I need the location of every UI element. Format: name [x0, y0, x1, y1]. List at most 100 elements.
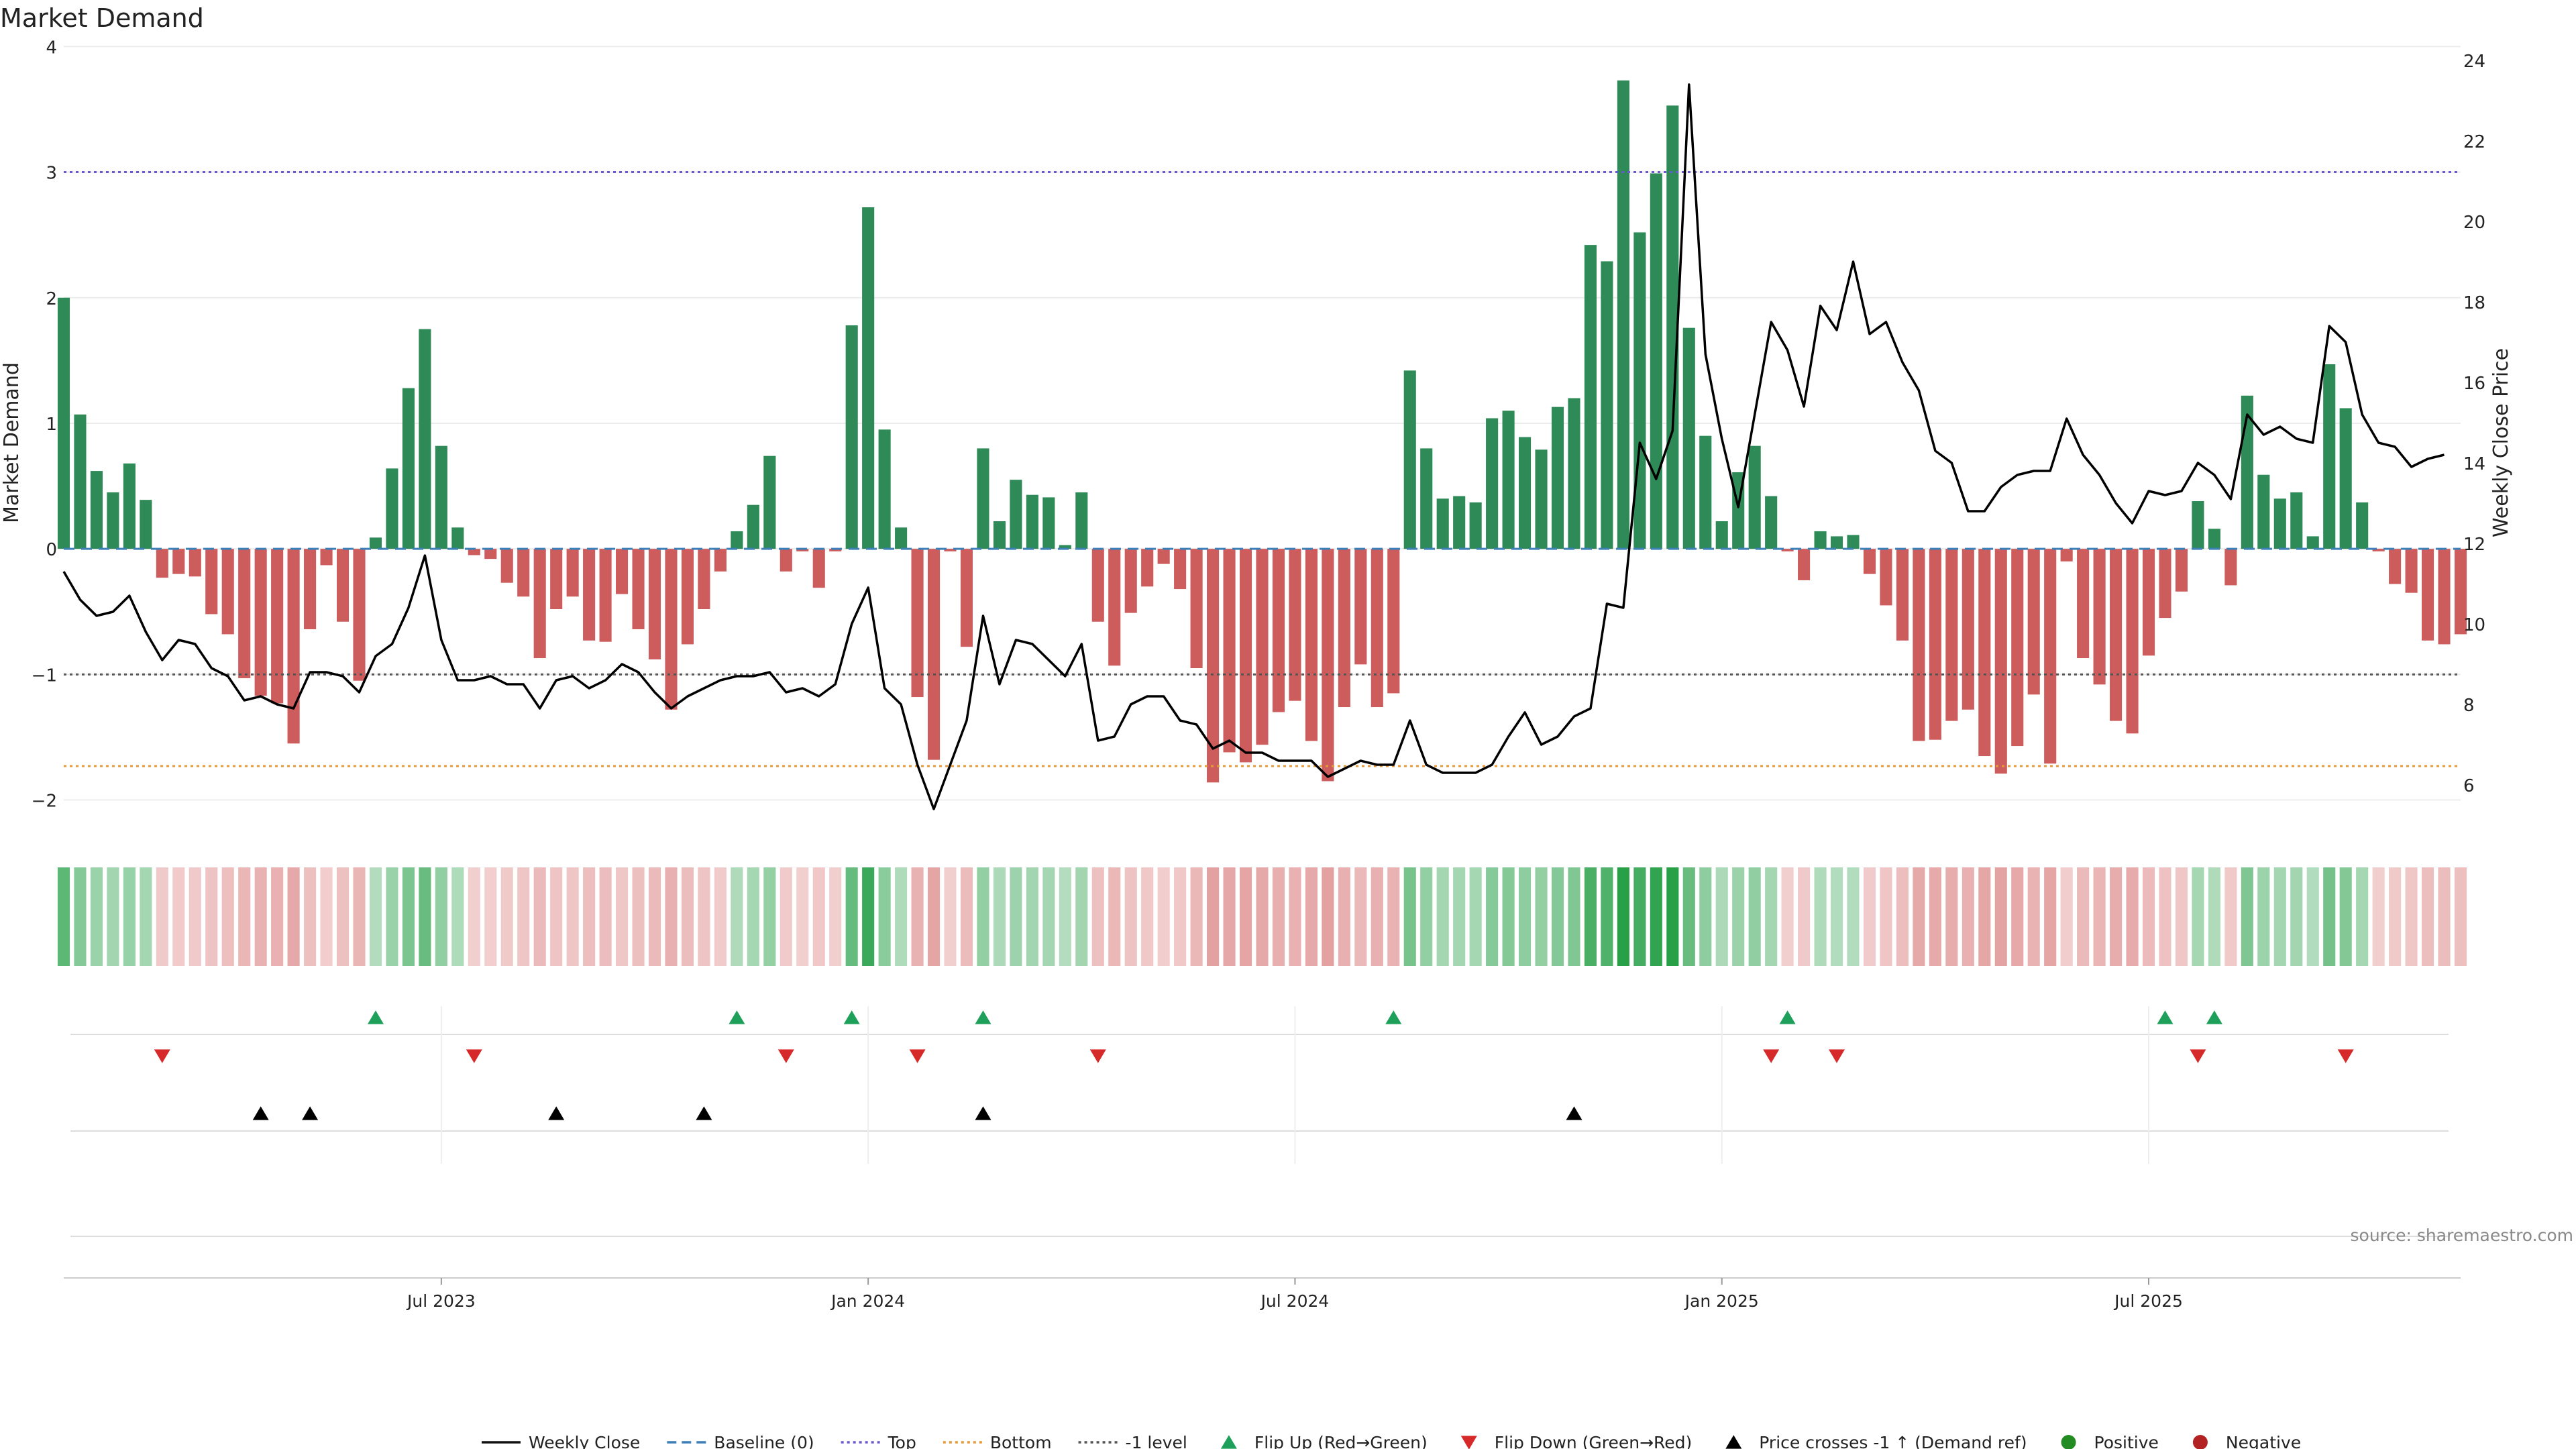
heat-cell [1141, 867, 1154, 966]
heat-cell [533, 867, 546, 966]
bar-negative [287, 549, 300, 744]
heat-cell [320, 867, 333, 966]
heat-cell [1929, 867, 1941, 966]
bar-positive [1010, 480, 1022, 549]
bar-negative [1994, 549, 2007, 774]
heat-cell [1798, 867, 1811, 966]
bar-negative [698, 549, 710, 610]
heat-cell [714, 867, 727, 966]
bar-positive [2273, 498, 2286, 549]
bar-negative [517, 549, 530, 597]
heat-cell [1584, 867, 1597, 966]
bar-positive [1535, 449, 1548, 549]
heat-cell [1486, 867, 1499, 966]
left-tick-labels: −2 −1 0 1 2 3 4 [32, 38, 57, 811]
heat-cell [862, 867, 875, 966]
chart-title: Market Demand [0, 3, 204, 33]
heat-cell [550, 867, 563, 966]
heat-cell [648, 867, 661, 966]
bar-negative [1338, 549, 1350, 708]
price-line-layer [62, 83, 2445, 810]
bar-negative [911, 549, 924, 698]
y-tick-label-right: 18 [2463, 293, 2485, 313]
flip-down-marker [2337, 1049, 2354, 1063]
heat-cell [2142, 867, 2155, 966]
bar-positive [2192, 501, 2204, 549]
y-tick-label-right: 12 [2463, 535, 2485, 555]
legend-swatch [2061, 1435, 2076, 1449]
bar-negative [238, 549, 251, 678]
x-tick-label: Jul 2024 [1260, 1291, 1330, 1311]
heat-cell [304, 867, 317, 966]
bar-negative [304, 549, 317, 629]
flip-down-marker [1829, 1049, 1845, 1063]
bar-positive [1748, 445, 1761, 549]
legend-swatch [2192, 1435, 2208, 1449]
bar-negative [944, 549, 957, 551]
heat-cell [1026, 867, 1038, 966]
y-tick-label-right: 10 [2463, 615, 2485, 635]
bar-negative [550, 549, 563, 610]
heat-cell [1256, 867, 1269, 966]
bar-negative [320, 549, 333, 566]
bar-negative [1798, 549, 1811, 580]
heat-cell [1190, 867, 1203, 966]
heat-cell [451, 867, 464, 966]
bar-negative [271, 549, 284, 704]
price-cross-marker [252, 1106, 269, 1120]
heat-cell [1059, 867, 1071, 966]
bar-negative [812, 549, 825, 588]
bar-positive [451, 527, 464, 549]
heat-cell [484, 867, 497, 966]
bar-negative [1929, 549, 1941, 740]
bar-negative [1207, 549, 1220, 783]
heat-cell [1814, 867, 1827, 966]
legend-label: Bottom [990, 1433, 1052, 1449]
bar-negative [714, 549, 727, 572]
heat-cell [2077, 867, 2090, 966]
bar-positive [369, 537, 382, 549]
legend-label: Negative [2226, 1433, 2301, 1449]
flip-down-marker [154, 1049, 170, 1063]
heat-cell [2273, 867, 2286, 966]
bar-negative [960, 549, 973, 647]
price-line [62, 83, 2445, 810]
bar-negative [1157, 549, 1170, 564]
heat-cell [419, 867, 431, 966]
price-cross-marker [696, 1106, 712, 1120]
heat-cell [140, 867, 152, 966]
bar-negative [172, 549, 185, 574]
heat-cell [1847, 867, 1860, 966]
heat-cell [74, 867, 87, 966]
flip-up-marker [1385, 1010, 1402, 1024]
y-tick-label-left: −1 [32, 665, 57, 686]
bar-negative [583, 549, 596, 641]
bar-negative [1371, 549, 1383, 708]
heat-cell [2339, 867, 2352, 966]
heat-cell [1896, 867, 1909, 966]
heat-cell [205, 867, 218, 966]
legend: Weekly Close Baseline (0) Top Bottom -1 leve… [482, 1433, 2301, 1449]
y-tick-label-right: 20 [2463, 213, 2485, 233]
heat-cell [977, 867, 989, 966]
y-axis-label-left: Market Demand [0, 362, 23, 523]
y-tick-label-right: 6 [2463, 776, 2475, 796]
demand-heat-strip [57, 867, 2467, 966]
flip-up-marker [2157, 1010, 2174, 1024]
bar-negative [1962, 549, 1974, 710]
bar-positive [1453, 496, 1466, 549]
heat-cell [1699, 867, 1712, 966]
heat-cell [2405, 867, 2418, 966]
heat-cell [107, 867, 119, 966]
flip-up-marker [1779, 1010, 1796, 1024]
heat-cell [1091, 867, 1104, 966]
bar-negative [1289, 549, 1301, 701]
y-tick-label-left: 3 [46, 164, 57, 184]
heat-cell [2224, 867, 2237, 966]
heat-cell [599, 867, 612, 966]
bar-negative [484, 549, 497, 559]
heat-cell [616, 867, 629, 966]
bar-negative [1223, 549, 1236, 753]
bar-positive [731, 531, 743, 549]
legend-label: Baseline (0) [714, 1433, 814, 1449]
